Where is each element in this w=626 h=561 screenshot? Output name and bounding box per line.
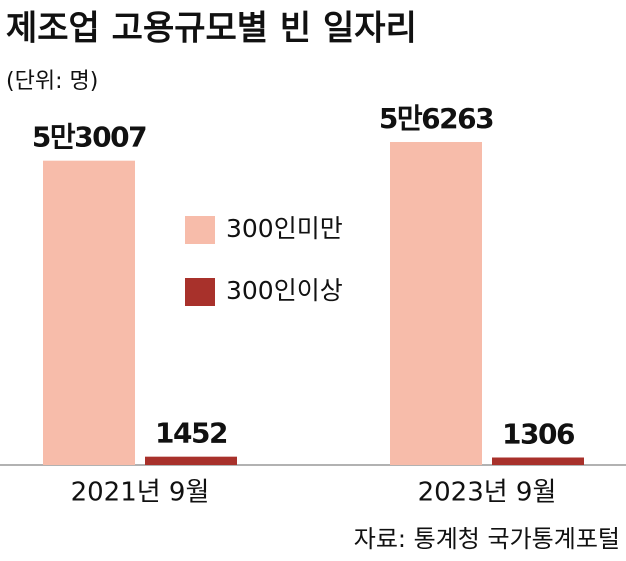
source: 자료: 통계청 국가통계포털	[354, 525, 620, 553]
legend-label: 300인이상	[226, 276, 343, 305]
value-label: 5만6263	[379, 102, 493, 135]
bar	[43, 160, 135, 465]
chart-title: 제조업 고용규모별 빈 일자리	[6, 9, 417, 49]
legend-swatch	[185, 278, 215, 306]
legend-label: 300인미만	[226, 214, 343, 243]
bar	[145, 456, 237, 465]
x-tick-label: 2023년 9월	[418, 478, 557, 508]
value-label: 5만3007	[32, 121, 146, 154]
x-tick-label: 2021년 9월	[71, 478, 210, 508]
value-label: 1306	[502, 418, 574, 451]
bar	[492, 457, 584, 465]
value-label: 1452	[155, 417, 227, 450]
chart-subtitle: (단위: 명)	[6, 69, 98, 94]
bar	[390, 142, 482, 465]
legend-swatch	[185, 216, 215, 244]
